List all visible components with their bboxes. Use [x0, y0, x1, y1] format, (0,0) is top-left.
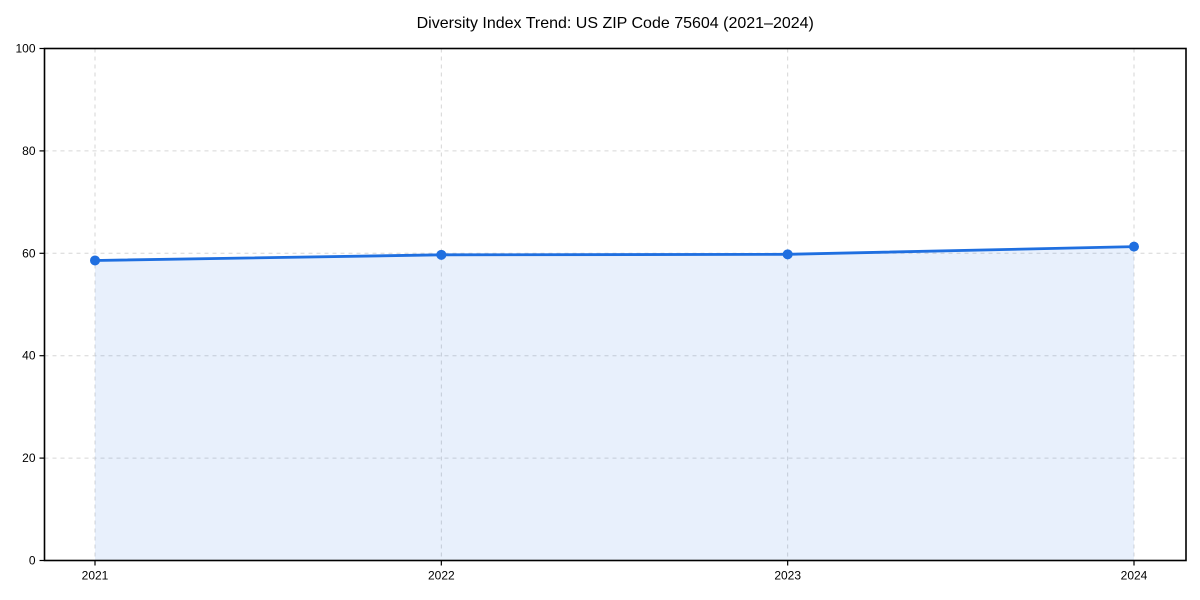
y-axis-tick-label: 80	[22, 144, 36, 158]
data-point-marker	[90, 255, 100, 266]
y-axis-tick-label: 60	[22, 246, 36, 260]
data-point-marker	[1129, 241, 1139, 252]
area-fill	[95, 246, 1134, 561]
y-axis-tick-label: 0	[29, 554, 36, 568]
trend-line	[93, 245, 1136, 262]
data-point-marker	[436, 249, 447, 260]
x-axis-tick-label: 2024	[1121, 569, 1148, 583]
y-axis-tick-label: 40	[22, 349, 36, 363]
chart-title: Diversity Index Trend: US ZIP Code 75604…	[417, 15, 814, 32]
data-point-marker	[782, 249, 793, 260]
axes-frame	[43, 47, 1187, 562]
x-axis-tick-label: 2023	[774, 569, 801, 583]
x-axis-tick-label: 2021	[82, 569, 109, 583]
y-axis-tick-label: 100	[15, 42, 35, 56]
x-axis-tick-label: 2022	[428, 569, 455, 583]
y-axis-tick-label: 20	[22, 451, 36, 465]
